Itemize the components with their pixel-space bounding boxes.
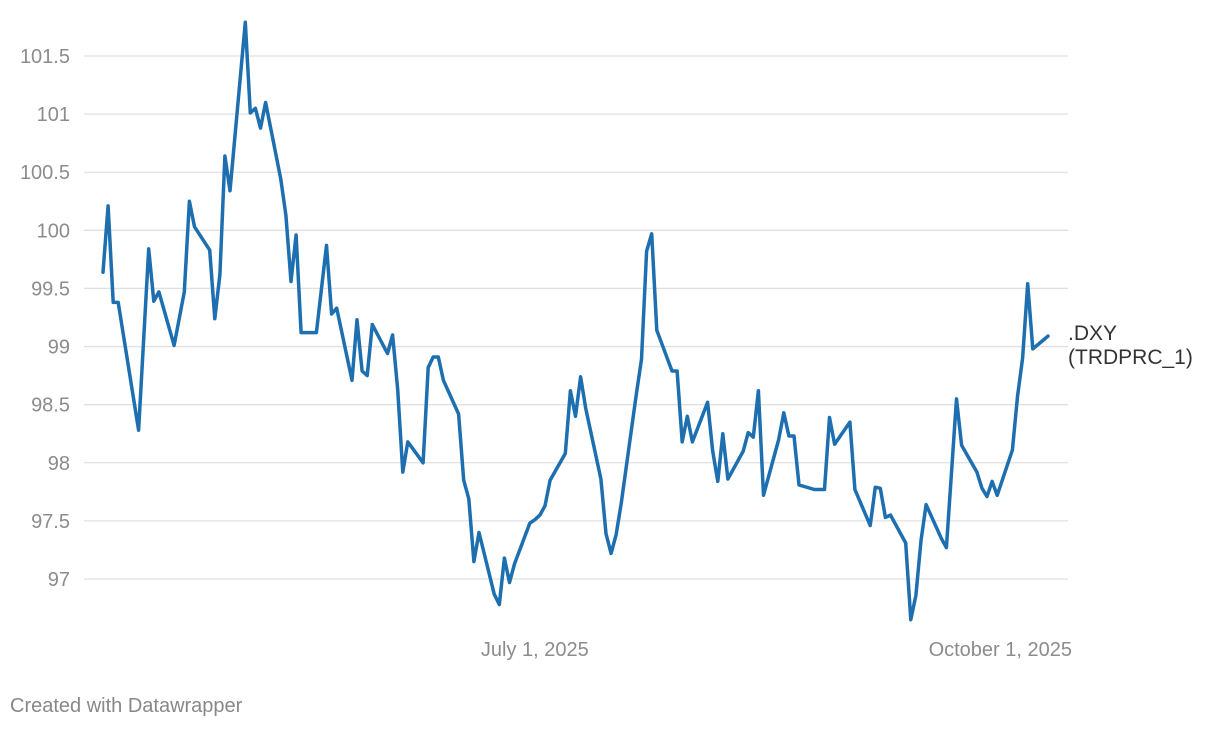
y-tick-label: 98.5 <box>31 395 70 417</box>
y-tick-label: 100 <box>37 220 70 242</box>
series-lines <box>101 20 1050 622</box>
series-line <box>101 20 1050 622</box>
series-end-label: .DXY <box>1068 322 1117 345</box>
series-labels: .DXY(TRDPRC_1) <box>1068 322 1193 369</box>
y-tick-label: 101.5 <box>20 46 70 68</box>
y-tick-label: 97.5 <box>31 511 70 533</box>
y-tick-label: 100.5 <box>20 162 70 184</box>
y-tick-label: 99.5 <box>31 278 70 300</box>
y-tick-label: 101 <box>37 104 70 126</box>
y-tick-label: 99 <box>48 337 70 359</box>
x-tick-label: October 1, 2025 <box>929 639 1072 661</box>
datawrapper-credit: Created with Datawrapper <box>10 695 243 717</box>
x-tick-label: July 1, 2025 <box>481 639 589 661</box>
y-tick-label: 98 <box>48 453 70 475</box>
grid-lines <box>84 55 1068 580</box>
y-axis-tick-labels: 97 97.5 98 98.5 99 99.5 100 100.5 101 101.5 <box>20 46 70 591</box>
series-end-label: (TRDPRC_1) <box>1068 346 1193 369</box>
y-tick-label: 97 <box>48 569 70 591</box>
x-axis-tick-labels: July 1, 2025 October 1, 2025 <box>481 639 1072 661</box>
